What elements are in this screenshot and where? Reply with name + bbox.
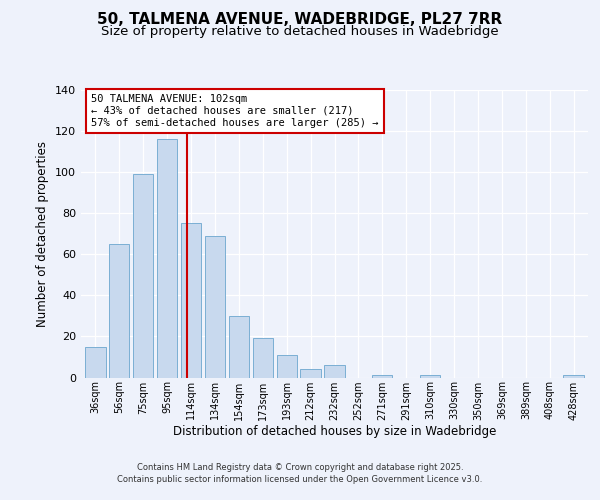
Bar — [563, 376, 584, 378]
Bar — [420, 376, 440, 378]
Y-axis label: Number of detached properties: Number of detached properties — [37, 141, 49, 327]
Bar — [253, 338, 273, 378]
Text: Contains HM Land Registry data © Crown copyright and database right 2025.: Contains HM Land Registry data © Crown c… — [137, 464, 463, 472]
Bar — [277, 355, 297, 378]
Bar — [301, 370, 321, 378]
Bar — [325, 365, 344, 378]
Bar — [181, 224, 201, 378]
Bar — [229, 316, 249, 378]
Text: Contains public sector information licensed under the Open Government Licence v3: Contains public sector information licen… — [118, 475, 482, 484]
Bar — [157, 140, 177, 378]
Bar — [85, 346, 106, 378]
Bar — [205, 236, 225, 378]
Bar — [372, 376, 392, 378]
Text: 50, TALMENA AVENUE, WADEBRIDGE, PL27 7RR: 50, TALMENA AVENUE, WADEBRIDGE, PL27 7RR — [97, 12, 503, 28]
Bar — [133, 174, 154, 378]
Text: Size of property relative to detached houses in Wadebridge: Size of property relative to detached ho… — [101, 25, 499, 38]
Bar — [109, 244, 130, 378]
Text: 50 TALMENA AVENUE: 102sqm
← 43% of detached houses are smaller (217)
57% of semi: 50 TALMENA AVENUE: 102sqm ← 43% of detac… — [91, 94, 379, 128]
X-axis label: Distribution of detached houses by size in Wadebridge: Distribution of detached houses by size … — [173, 426, 496, 438]
